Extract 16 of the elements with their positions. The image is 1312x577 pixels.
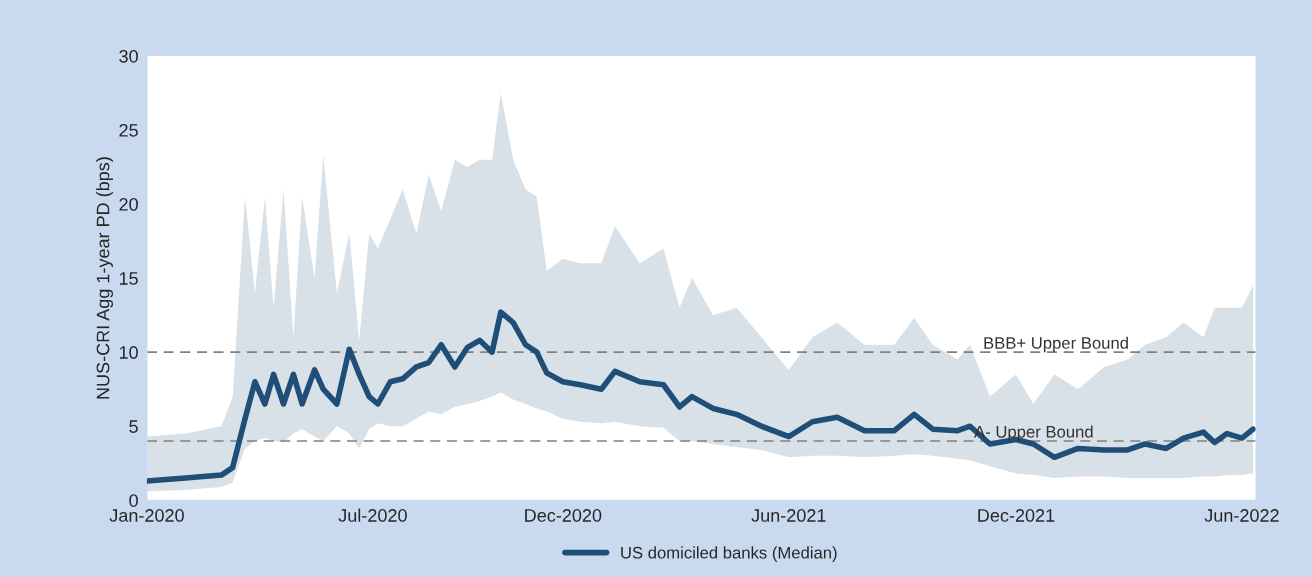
- y-axis-title: NUS-CRI Agg 1-year PD (bps): [96, 157, 113, 399]
- y-tick-label: 30: [119, 49, 138, 63]
- x-tick-label: Dec-2020: [525, 509, 602, 522]
- x-tick-label: Jul-2020: [338, 508, 407, 522]
- y-tick-label: 15: [119, 272, 138, 285]
- y-tick-label: 10: [119, 346, 138, 359]
- y-tick-label: 20: [119, 198, 138, 211]
- y-tick-label: 5: [129, 420, 138, 433]
- x-tick-label: Dec-2021: [978, 509, 1055, 522]
- x-tick-label: Jun-2021: [751, 509, 826, 522]
- legend-label: US domiciled banks (Median): [621, 546, 837, 562]
- y-tick-label: 0: [129, 494, 138, 507]
- y-tick-label: 25: [119, 123, 138, 137]
- x-tick-label: Jan-2020: [109, 509, 184, 522]
- x-tick-label: Jun-2022: [1204, 509, 1279, 522]
- ref-line-label: BBB+ Upper Bound: [984, 336, 1128, 353]
